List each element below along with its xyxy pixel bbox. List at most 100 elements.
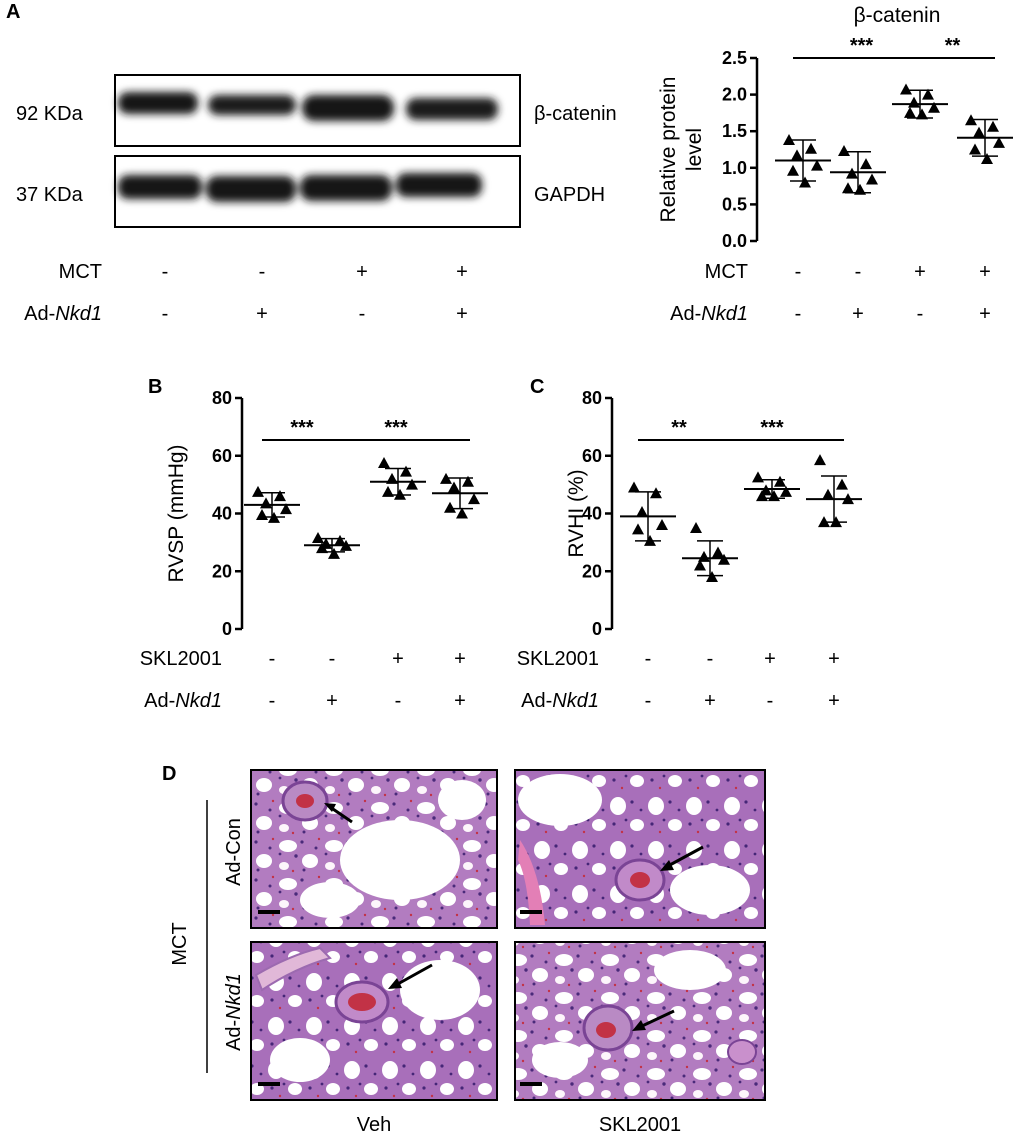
blot-sign: - [359,303,366,325]
kda-label-1: 92 KDa [16,103,84,125]
blot-sign: + [456,303,468,325]
data-point [252,485,264,497]
data-point [836,478,848,490]
histology-row-label-adnkd1: Ad-Nkd1 [223,973,245,1051]
data-point [928,101,940,113]
condition-sign: + [828,690,840,712]
y-axis-label-line1: Relative protein [657,77,680,223]
protein-label-1: β-catenin [534,103,617,125]
condition-sign: + [454,690,466,712]
scale-bar [520,910,542,914]
histology-image-adcon-skl2001 [514,769,766,929]
data-point [628,481,640,493]
data-point [462,475,474,487]
scale-bar [258,1082,280,1086]
y-tick-label: 60 [212,446,232,466]
y-tick-label: 40 [212,504,232,524]
arrow-line [395,963,433,987]
chart-title: β-catenin [854,4,941,27]
data-point [860,158,872,170]
data-point [448,481,460,493]
condition-sign: + [828,648,840,670]
condition-row-label: Ad-Nkd1 [670,303,748,325]
panel-letter-b: B [148,376,162,398]
condition-sign: + [979,261,991,283]
data-point [382,485,394,497]
histology-group-label: MCT [169,922,191,965]
significance-label: *** [384,417,408,439]
arrow-head [632,1020,646,1031]
data-point [814,454,826,466]
condition-row-label: Ad-Nkd1 [521,690,599,712]
condition-sign: + [704,690,716,712]
chart-a-beta-catenin: 0.0 0.5 1.0 1.5 2.0 2.5 Relative protein level β… [657,4,1013,325]
panel-letter-a: A [6,1,20,23]
condition-sign: - [855,261,862,283]
y-tick-label: 80 [582,388,602,408]
data-point [987,120,999,132]
y-tick-label: 20 [212,561,232,581]
data-point [256,508,268,520]
data-point [822,488,834,500]
histology-image-adnkd1-skl2001 [514,941,766,1101]
data-point [712,546,724,558]
data-point [468,493,480,505]
arrow-line [667,845,704,868]
blot-sign: + [456,261,468,283]
scale-bar [520,1082,542,1086]
y-tick-label: 20 [582,561,602,581]
panel-letter-d: D [162,763,176,785]
blot-sign: - [259,261,266,283]
significance-label: ** [945,35,961,57]
condition-sign: - [767,690,774,712]
significance-label: *** [850,35,874,57]
condition-sign: - [269,690,276,712]
y-axis-label-line2: level [683,128,706,171]
data-point [328,547,340,559]
data-point [456,507,468,519]
condition-sign: - [395,690,402,712]
blot-bands-beta-catenin [118,92,498,121]
data-point [774,475,786,487]
data-point [811,159,823,171]
histology-image-adnkd1-veh [250,941,498,1101]
condition-sign: + [979,303,991,325]
data-point [690,521,702,533]
data-point [787,164,799,176]
data-point [981,153,993,165]
histology-image-adcon-veh [250,769,498,929]
data-point [916,108,928,120]
significance-label: *** [290,417,314,439]
condition-sign: - [795,303,802,325]
histology-row-label-adcon: Ad-Con [223,818,245,886]
condition-sign: + [914,261,926,283]
blot-condition-rows: MCT Ad-Nkd1 - - + + - + - + [24,261,468,325]
arrow-head [388,978,402,989]
kda-label-2: 37 KDa [16,184,84,206]
histology-col-label-skl2001: SKL2001 [599,1114,681,1136]
condition-sign: + [454,648,466,670]
y-tick-label: 0.5 [722,194,747,214]
data-point [312,532,324,544]
condition-row-label: SKL2001 [517,648,599,670]
condition-sign: + [326,690,338,712]
y-tick-label: 0 [222,619,232,639]
data-point [969,143,981,155]
data-point [316,542,328,554]
condition-sign: + [764,648,776,670]
condition-sign: - [707,648,714,670]
blot-sign: + [356,261,368,283]
significance-label: *** [760,417,784,439]
condition-sign: - [329,648,336,670]
data-point [908,96,920,108]
y-tick-label: 40 [582,504,602,524]
histology-col-label-veh: Veh [357,1114,391,1136]
condition-sign: - [269,648,276,670]
data-point [805,142,817,154]
data-point [791,149,803,161]
data-point [378,456,390,468]
data-point [394,488,406,500]
blot-bands-gapdh [118,173,482,202]
data-point [838,144,850,156]
